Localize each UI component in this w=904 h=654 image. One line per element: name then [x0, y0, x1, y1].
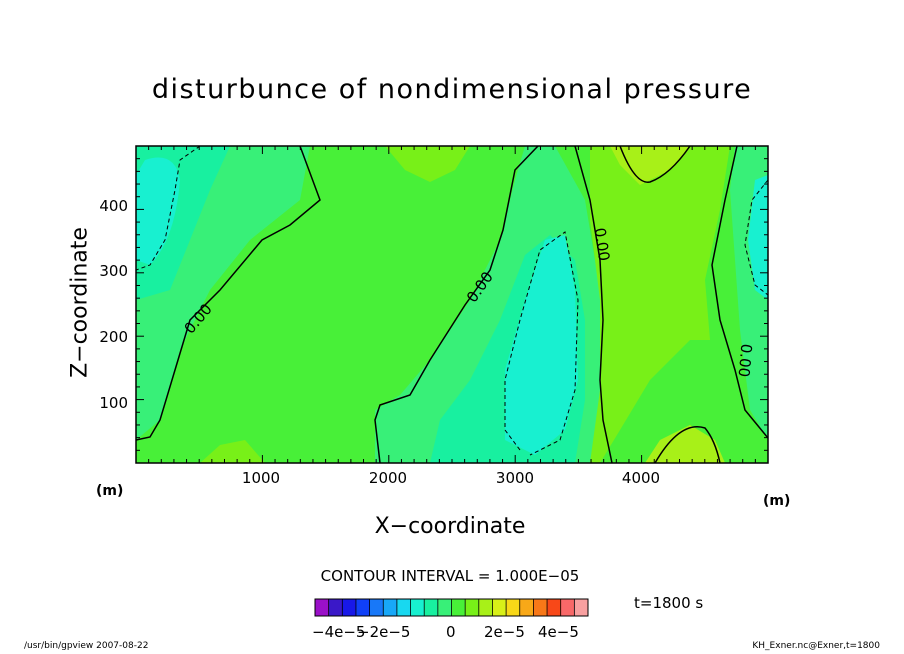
contour-fill-negative-left-core: [136, 157, 180, 265]
time-label: t=1800 s: [634, 594, 704, 612]
contour-fill-negative-center-core: [505, 235, 578, 455]
colorbar-swatch: [424, 599, 439, 616]
contour-line-positive-bottom-right: [654, 426, 721, 463]
colorbar-swatch: [560, 599, 575, 616]
contour-fill-positive-right-top: [610, 146, 690, 185]
y-tick-label: 300: [99, 262, 128, 280]
x-axis-left-unit: (m): [96, 483, 124, 499]
contour-line-positive-top-right: [619, 146, 691, 183]
x-tick-label: 1000: [241, 469, 281, 487]
colorbar-swatch: [396, 599, 412, 616]
colorbar-frame: [314, 598, 589, 617]
contour-label-3: 0.00: [591, 227, 613, 263]
colorbar-swatch: [328, 599, 343, 616]
colorbar-swatch: [574, 599, 589, 616]
contour-field: [136, 146, 768, 463]
colorbar-swatch: [410, 599, 425, 616]
colorbar-label: −4e−5: [312, 623, 366, 641]
colorbar-swatch: [437, 599, 452, 616]
contour-line-zero-left: [136, 146, 321, 441]
contour-line-negative-left: [136, 146, 201, 271]
colorbar-label: 0: [446, 623, 456, 641]
contour-line-zero-far-right: [711, 146, 768, 439]
colorbar-label: 2e−5: [484, 623, 525, 641]
colorbar-swatch: [451, 599, 466, 616]
y-axis-label: Z−coordinate: [67, 227, 93, 378]
colorbar-swatch: [492, 599, 507, 616]
contour-fill-positive-top: [385, 146, 470, 182]
x-tick-label: 3000: [495, 469, 535, 487]
axis-ticks: [135, 145, 769, 464]
x-tick-label: 2000: [368, 469, 408, 487]
contour-line-negative-right: [744, 179, 768, 296]
y-unit-right: (m): [763, 493, 791, 509]
colorbar-swatch: [383, 599, 398, 616]
contour-line-zero-center: [374, 146, 539, 463]
contour-label-4: 0.00: [735, 343, 756, 378]
contour-line-negative-center: [504, 231, 579, 456]
colorbar-swatch: [355, 599, 371, 616]
colorbar-label: −2e−5: [357, 623, 411, 641]
colorbar-swatch: [315, 599, 330, 616]
footer-left: /usr/bin/gpview 2007-08-22: [24, 641, 149, 651]
colorbar-swatch: [506, 599, 521, 616]
colorbar-swatch: [533, 599, 548, 616]
colorbar-swatch: [369, 599, 384, 616]
y-tick-label: 400: [99, 197, 128, 215]
contour-fill-negative-right-core: [748, 175, 768, 300]
colorbar-swatch: [465, 599, 480, 616]
footer-right: KH_Exner.nc@Exner,t=1800: [752, 641, 880, 651]
x-axis-label: X−coordinate: [374, 514, 526, 539]
contour-line-zero-right: [574, 146, 613, 463]
contour-fill-positive-bottom: [200, 440, 265, 463]
y-tick-label: 100: [99, 394, 128, 412]
colorbar-swatch: [478, 599, 493, 616]
colorbar: [314, 598, 589, 617]
colorbar-swatch: [342, 599, 357, 616]
x-tick-label: 4000: [621, 469, 661, 487]
colorbar-swatch: [547, 599, 562, 616]
contour-interval-label: CONTOUR INTERVAL = 1.000E−05: [320, 567, 580, 585]
colorbar-swatch: [519, 599, 534, 616]
y-tick-label: 200: [99, 328, 128, 346]
contour-fill-positive-right-bottom: [645, 425, 725, 463]
chart-title: disturbunce of nondimensional pressure: [151, 74, 753, 105]
contour-fill-positive-right: [590, 146, 730, 463]
colorbar-label: 4e−5: [538, 623, 579, 641]
